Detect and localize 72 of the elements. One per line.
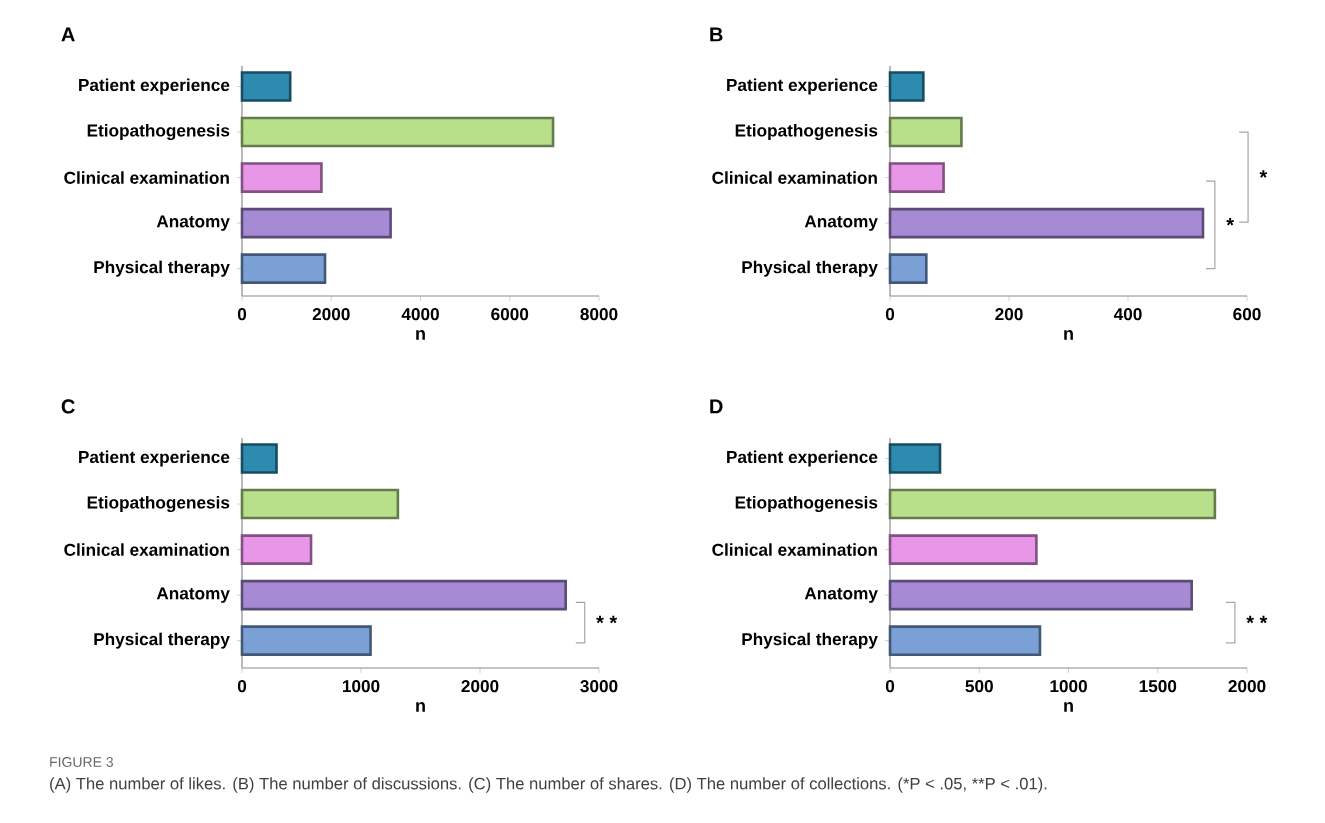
x-tick-label: 400 — [1113, 308, 1142, 321]
text: * — [1259, 170, 1268, 178]
y-tick-label: Etiopathogenesis — [87, 123, 230, 141]
y-tick-label: Clinical examination — [712, 543, 877, 556]
annotation: * — [1226, 218, 1234, 226]
y-tick-label: Anatomy — [156, 587, 230, 603]
y-tick-label: Physical therapy — [742, 632, 878, 649]
x-tick-label: 6000 — [491, 308, 529, 321]
x-tick-label: 1500 — [1139, 680, 1177, 693]
text: (A) The number of likes. (B) The number of discussions. (C) The number of shares. (D) The number of collections. (*P < .05, **P < .01). — [50, 777, 1047, 793]
y-tick-label: Patient experience — [79, 78, 230, 95]
caption: FIGURE 3 — [50, 757, 113, 767]
x-tick-label: 1000 — [342, 680, 380, 693]
y-tick-label: Anatomy — [804, 587, 878, 603]
x-tick-label: 3000 — [580, 680, 618, 693]
bar — [240, 488, 400, 520]
bar — [240, 534, 313, 565]
bar — [888, 71, 925, 102]
text: A — [61, 27, 75, 42]
x-tick-label: 8000 — [580, 308, 618, 321]
x-tick-label: 1000 — [1050, 680, 1087, 693]
y-tick-label: Patient experience — [79, 450, 230, 467]
x-axis-title: n — [1064, 329, 1073, 340]
text: C — [61, 399, 75, 414]
bar — [240, 625, 372, 656]
x-tick-label: 500 — [965, 680, 993, 693]
bar — [888, 207, 1205, 239]
bar — [240, 579, 567, 611]
x-tick-label: 2000 — [312, 308, 350, 321]
bar — [888, 488, 1217, 520]
text: D — [710, 399, 723, 414]
x-tick-label: 0 — [237, 680, 247, 693]
bar — [240, 116, 555, 148]
y-tick-label: Patient experience — [727, 450, 878, 467]
y-tick-label: Clinical examination — [712, 171, 877, 184]
y-tick-label: Etiopathogenesis — [735, 123, 878, 141]
y-tick-label: Anatomy — [156, 215, 230, 231]
bar — [888, 443, 942, 474]
bar — [888, 579, 1193, 611]
bar — [240, 253, 327, 284]
x-tick-label: 2000 — [461, 680, 499, 693]
bar — [888, 162, 945, 193]
bar — [888, 534, 1038, 565]
x-tick-label: 0 — [237, 308, 247, 321]
bar — [888, 253, 928, 284]
bar — [888, 625, 1042, 656]
x-axis-title: n — [1064, 701, 1073, 712]
y-tick-label: Physical therapy — [94, 260, 230, 277]
bar — [240, 443, 278, 474]
x-tick-label: 0 — [885, 308, 895, 321]
y-tick-label: Etiopathogenesis — [87, 495, 230, 513]
bar — [240, 207, 392, 239]
y-tick-label: Physical therapy — [742, 260, 878, 277]
y-tick-label: Etiopathogenesis — [735, 495, 878, 513]
x-tick-label: 4000 — [401, 308, 439, 321]
annotation: * * — [1246, 615, 1268, 624]
x-axis-title: n — [416, 329, 425, 340]
y-tick-label: Clinical examination — [64, 543, 229, 556]
x-tick-label: 0 — [885, 680, 895, 693]
x-axis-title: n — [416, 702, 425, 712]
y-tick-label: Physical therapy — [94, 632, 230, 649]
y-tick-label: Clinical examination — [64, 171, 229, 184]
bar — [240, 162, 323, 193]
bar — [240, 71, 292, 102]
x-tick-label: 600 — [1233, 308, 1261, 321]
text: B — [710, 27, 723, 42]
annotation: * * — [596, 615, 618, 624]
bar — [888, 116, 963, 148]
y-tick-label: Patient experience — [727, 78, 878, 95]
x-tick-label: 200 — [995, 308, 1023, 321]
y-tick-label: Anatomy — [804, 215, 878, 231]
x-tick-label: 2000 — [1228, 680, 1266, 693]
